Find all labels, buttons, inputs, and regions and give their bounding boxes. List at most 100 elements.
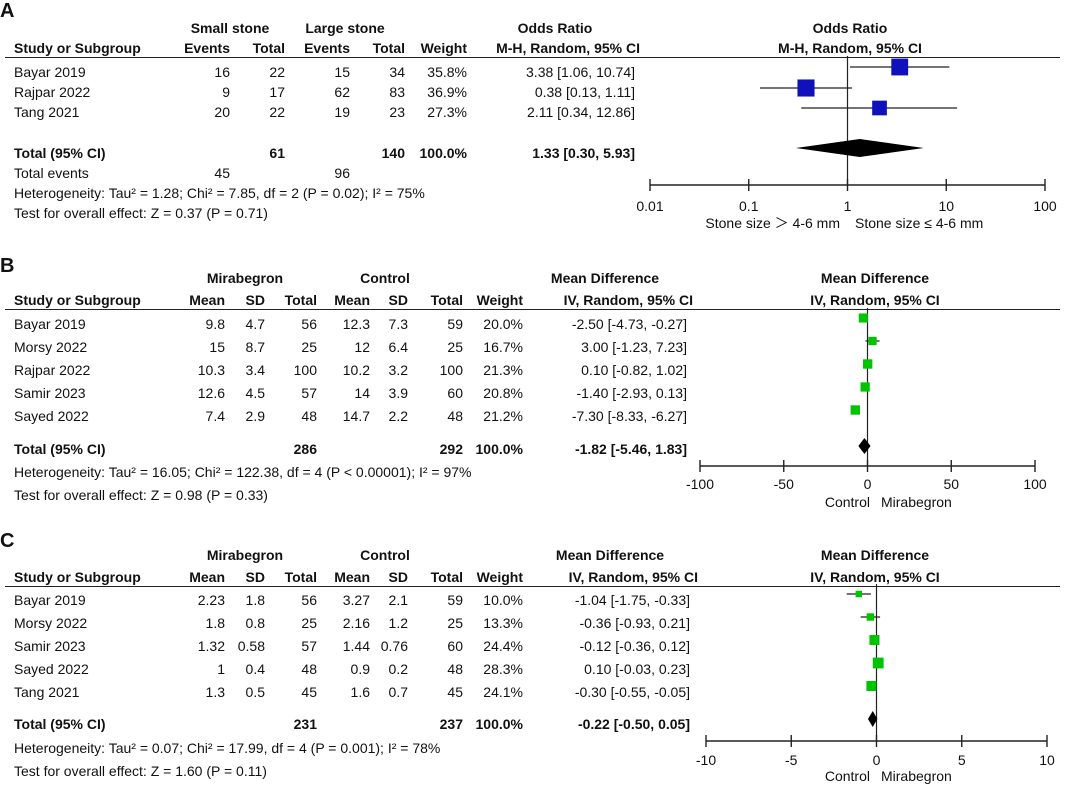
sd-exp: 4.5 — [245, 385, 265, 401]
mean-ctl: 1.6 — [350, 684, 370, 700]
column-header-sd-exp: SD — [245, 569, 265, 585]
events-small: 9 — [222, 84, 230, 100]
column-header-weight: Weight — [420, 40, 467, 56]
sd-exp: 3.4 — [245, 362, 265, 378]
mean-exp: 1.8 — [205, 615, 225, 631]
point-estimate-marker — [862, 359, 873, 369]
study-name: Sayed 2022 — [14, 408, 89, 424]
column-header-mean-ctl: Mean — [334, 569, 370, 585]
total-ctl: 25 — [447, 339, 463, 355]
column-header-study: Study or Subgroup — [14, 569, 141, 585]
study-name: Tang 2021 — [14, 684, 80, 700]
axis-right-label: Mirabegron — [881, 494, 952, 510]
total-exp: 25 — [301, 339, 317, 355]
column-header-events-small: Events — [184, 40, 230, 56]
sd-exp: 8.7 — [245, 339, 265, 355]
events-large: 15 — [334, 64, 350, 80]
total-label: Total (95% CI) — [14, 441, 106, 457]
sd-ctl: 3.9 — [388, 385, 408, 401]
sd-ctl: 2.2 — [388, 408, 408, 424]
point-estimate-marker — [797, 79, 815, 97]
axis-left-label: Control — [824, 768, 870, 784]
sd-ctl: 2.1 — [388, 592, 408, 608]
sd-exp: 0.8 — [245, 615, 265, 631]
x-tick-label: -10 — [696, 752, 716, 768]
sd-ctl: 0.7 — [388, 684, 408, 700]
mean-exp: 2.23 — [197, 592, 225, 608]
ci-text: -0.36 [-0.93, 0.21] — [579, 615, 690, 631]
column-header-total-ctl: Total — [430, 292, 463, 308]
mean-ctl: 1.44 — [342, 638, 370, 654]
weight: 10.0% — [483, 592, 523, 608]
events-small: 20 — [214, 104, 230, 120]
sd-exp: 4.7 — [245, 316, 265, 332]
group-header-experimental: Mirabegron — [206, 547, 284, 563]
total-small: 22 — [269, 104, 285, 120]
mean-ctl: 12.3 — [342, 316, 370, 332]
sd-ctl: 7.3 — [388, 316, 408, 332]
group-header-plot: Odds Ratio — [812, 20, 888, 36]
total-ctl: 237 — [439, 716, 463, 732]
column-header-study: Study or Subgroup — [14, 40, 141, 56]
total-small: 22 — [269, 64, 285, 80]
total-exp: 57 — [301, 638, 317, 654]
study-name: Morsy 2022 — [14, 339, 88, 355]
total-ctl: 25 — [447, 615, 463, 631]
column-header-sd-ctl: SD — [388, 569, 408, 585]
point-estimate-marker — [860, 382, 870, 392]
total-exp: 56 — [301, 592, 317, 608]
total-ctl: 48 — [447, 661, 463, 677]
total-weight: 100.0% — [419, 145, 467, 161]
point-estimate-marker — [868, 336, 877, 346]
axis-right-label: Mirabegron — [881, 768, 952, 784]
weight: 16.7% — [483, 339, 523, 355]
study-name: Rajpar 2022 — [14, 84, 91, 100]
weight: 36.9% — [427, 84, 467, 100]
total-events-small: 45 — [214, 165, 230, 181]
overall-effect-text: Test for overall effect: Z = 0.37 (P = 0… — [14, 205, 268, 221]
x-tick-label: 10 — [938, 198, 954, 214]
total-weight: 100.0% — [475, 441, 523, 457]
column-header-total-small: Total — [252, 40, 285, 56]
total-exp: 286 — [293, 441, 317, 457]
mean-ctl: 14 — [354, 385, 370, 401]
mean-ctl: 12 — [354, 339, 370, 355]
total-ctl: 48 — [447, 408, 463, 424]
total-exp: 48 — [301, 661, 317, 677]
study-name: Tang 2021 — [14, 104, 80, 120]
column-header-ci: IV, Random, 95% CI — [563, 292, 693, 308]
column-header-total-large: Total — [372, 40, 405, 56]
total-label: Total (95% CI) — [14, 145, 106, 161]
mean-ctl: 14.7 — [342, 408, 370, 424]
total-large: 23 — [389, 104, 405, 120]
weight: 28.3% — [483, 661, 523, 677]
axis-left-label: Control — [824, 494, 870, 510]
group-header-experimental: Small stone — [190, 20, 270, 36]
axis-left-label: Stone size ＞ 4-6 mm — [705, 215, 840, 231]
column-header-total-exp: Total — [284, 292, 317, 308]
mean-exp: 12.6 — [197, 385, 225, 401]
total-exp: 45 — [301, 684, 317, 700]
sd-ctl: 3.2 — [388, 362, 408, 378]
total-small: 17 — [269, 84, 285, 100]
ci-text: 0.38 [0.13, 1.11] — [534, 84, 635, 100]
column-header-weight: Weight — [476, 569, 523, 585]
mean-ctl: 2.16 — [342, 615, 370, 631]
sd-exp: 0.5 — [245, 684, 265, 700]
column-header-plot-ci: IV, Random, 95% CI — [810, 569, 940, 585]
column-header-study: Study or Subgroup — [14, 292, 141, 308]
point-estimate-marker — [855, 590, 862, 598]
total-ctl: 59 — [447, 592, 463, 608]
group-header-control: Large stone — [305, 20, 385, 36]
total-ctl: 59 — [447, 316, 463, 332]
study-name: Bayar 2019 — [14, 64, 86, 80]
ci-text: 0.10 [-0.82, 1.02] — [581, 362, 687, 378]
ci-text: 0.10 [-0.03, 0.23] — [584, 661, 690, 677]
point-estimate-marker — [869, 634, 880, 646]
group-header-effect: Odds Ratio — [517, 20, 593, 36]
total-ctl: 292 — [439, 441, 463, 457]
total-events-large: 96 — [334, 165, 350, 181]
mean-exp: 1.3 — [205, 684, 225, 700]
total-ci-text: -0.22 [-0.50, 0.05] — [577, 716, 690, 732]
